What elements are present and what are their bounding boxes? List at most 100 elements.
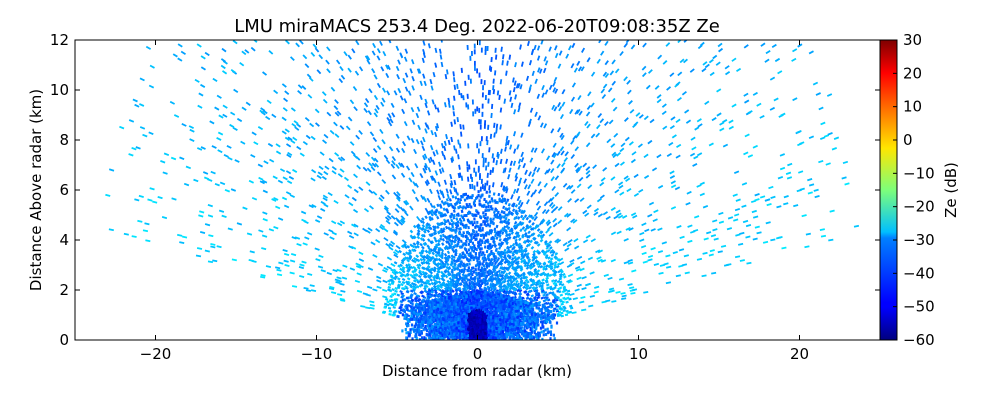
reflectivity-gate: [404, 199, 410, 205]
reflectivity-gate: [495, 231, 499, 235]
reflectivity-gate: [514, 242, 519, 247]
reflectivity-gate: [486, 270, 489, 274]
reflectivity-gate: [568, 184, 574, 190]
reflectivity-gate: [541, 92, 545, 98]
reflectivity-gate: [544, 267, 548, 271]
reflectivity-gate: [450, 218, 454, 223]
reflectivity-gate: [561, 101, 566, 107]
reflectivity-gate: [339, 66, 344, 72]
reflectivity-gate: [499, 79, 503, 85]
reflectivity-gate: [649, 118, 655, 124]
reflectivity-gate: [503, 274, 508, 279]
reflectivity-gate: [452, 105, 455, 111]
reflectivity-gate: [321, 91, 327, 97]
reflectivity-gate: [556, 150, 561, 156]
reflectivity-gate: [241, 50, 247, 56]
reflectivity-gate: [409, 294, 414, 298]
reflectivity-gate: [411, 258, 415, 263]
reflectivity-gate: [328, 157, 334, 163]
reflectivity-gate: [424, 162, 429, 169]
reflectivity-gate: [661, 241, 667, 245]
reflectivity-gate: [343, 176, 349, 182]
reflectivity-gate: [733, 218, 739, 222]
reflectivity-gate: [497, 153, 500, 159]
reflectivity-gate: [512, 160, 517, 166]
reflectivity-gate: [684, 109, 690, 114]
reflectivity-gate: [467, 273, 470, 277]
reflectivity-gate: [298, 266, 305, 270]
reflectivity-gate: [262, 71, 268, 76]
reflectivity-gate: [421, 145, 426, 152]
reflectivity-gate: [552, 217, 558, 223]
reflectivity-gate: [685, 201, 691, 206]
reflectivity-gate: [807, 178, 813, 182]
reflectivity-gate: [311, 204, 317, 208]
reflectivity-gate: [128, 119, 135, 123]
reflectivity-gate: [585, 166, 591, 171]
reflectivity-gate: [486, 285, 490, 290]
reflectivity-gate: [334, 278, 340, 282]
reflectivity-gate: [540, 288, 545, 293]
reflectivity-gate: [355, 134, 360, 140]
reflectivity-gate: [358, 66, 364, 72]
reflectivity-gate: [550, 176, 555, 182]
reflectivity-gate: [231, 258, 237, 262]
reflectivity-gate: [395, 65, 400, 72]
reflectivity-gate: [557, 206, 563, 212]
reflectivity-gate: [275, 150, 282, 155]
reflectivity-gate: [596, 197, 602, 203]
reflectivity-gate: [388, 309, 393, 313]
reflectivity-gate: [785, 171, 792, 175]
reflectivity-gate: [544, 278, 549, 283]
reflectivity-gate: [533, 331, 536, 335]
reflectivity-gate: [297, 90, 302, 95]
reflectivity-gate: [456, 197, 460, 202]
reflectivity-gate: [518, 291, 522, 296]
reflectivity-gate: [430, 232, 435, 237]
reflectivity-gate: [488, 224, 492, 228]
reflectivity-gate: [535, 274, 539, 279]
reflectivity-gate: [420, 233, 425, 238]
reflectivity-gate: [610, 258, 616, 263]
reflectivity-gate: [557, 101, 561, 108]
reflectivity-gate: [310, 177, 316, 182]
reflectivity-gate: [641, 222, 647, 227]
reflectivity-gate: [499, 255, 504, 260]
reflectivity-gate: [490, 279, 494, 283]
reflectivity-gate: [495, 270, 499, 275]
reflectivity-gate: [548, 303, 553, 307]
reflectivity-gate: [578, 110, 583, 116]
reflectivity-gate: [388, 299, 393, 303]
reflectivity-gate: [752, 215, 759, 219]
reflectivity-gate: [433, 246, 438, 251]
reflectivity-gate: [522, 252, 527, 257]
reflectivity-gate: [457, 139, 460, 145]
reflectivity-gate: [290, 253, 297, 257]
reflectivity-gate: [601, 94, 607, 100]
reflectivity-gate: [679, 235, 685, 239]
reflectivity-gate: [825, 162, 831, 166]
reflectivity-gate: [427, 288, 432, 293]
reflectivity-gate: [430, 281, 435, 286]
reflectivity-gate: [556, 279, 561, 284]
reflectivity-gate: [505, 266, 509, 271]
reflectivity-gate: [427, 225, 432, 230]
reflectivity-gate: [706, 231, 712, 235]
reflectivity-gate: [500, 270, 504, 275]
reflectivity-gate: [530, 178, 535, 184]
reflectivity-gate: [692, 163, 698, 167]
reflectivity-gate: [514, 94, 518, 100]
reflectivity-gate: [434, 131, 438, 138]
reflectivity-gate: [491, 220, 494, 224]
reflectivity-gate: [532, 249, 537, 254]
reflectivity-gate: [443, 140, 447, 146]
reflectivity-gate: [358, 258, 365, 263]
reflectivity-gate: [326, 111, 332, 117]
reflectivity-gate: [448, 272, 452, 277]
reflectivity-gate: [423, 229, 427, 234]
reflectivity-gate: [683, 58, 688, 64]
reflectivity-gate: [532, 252, 536, 257]
reflectivity-gate: [360, 305, 366, 308]
reflectivity-gate: [527, 184, 532, 190]
reflectivity-gate: [681, 90, 687, 96]
